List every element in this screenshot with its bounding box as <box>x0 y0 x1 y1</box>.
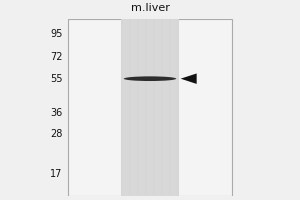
Text: 55: 55 <box>50 74 62 84</box>
Text: 28: 28 <box>50 129 62 139</box>
Polygon shape <box>181 73 197 84</box>
Bar <box>121 19 179 196</box>
Text: m.liver: m.liver <box>130 3 170 13</box>
Text: 72: 72 <box>50 52 62 62</box>
Text: 95: 95 <box>50 29 62 39</box>
Text: 36: 36 <box>50 108 62 118</box>
Bar <box>68 19 232 196</box>
Ellipse shape <box>124 76 176 81</box>
Text: 17: 17 <box>50 169 62 179</box>
